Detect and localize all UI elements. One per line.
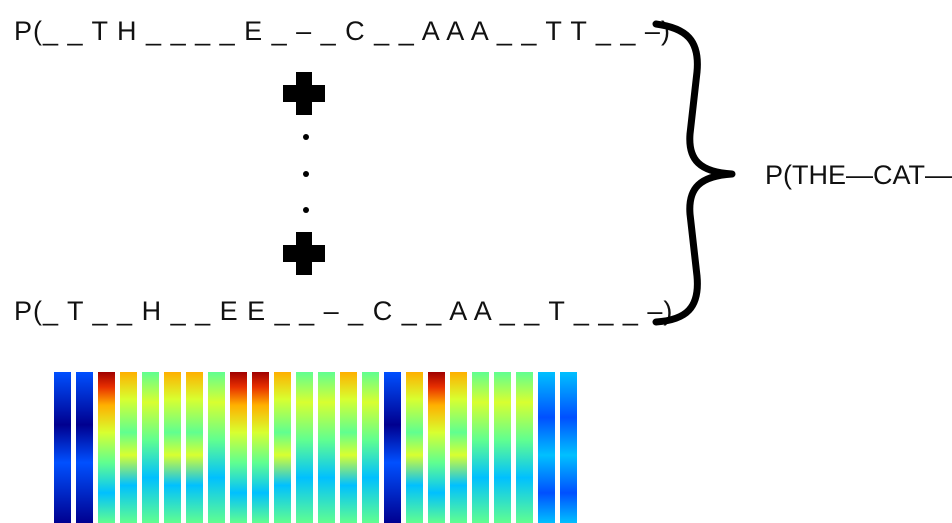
spectrogram-frame bbox=[516, 372, 533, 523]
spectrogram-frame bbox=[450, 372, 467, 523]
plus-icon bbox=[283, 232, 325, 275]
spectrogram-frame bbox=[120, 372, 137, 523]
spectrogram-frame bbox=[186, 372, 203, 523]
spectrogram-frame bbox=[384, 372, 401, 523]
result-probability: P(THE—CAT—) bbox=[765, 160, 952, 190]
spectrogram-frame bbox=[274, 372, 291, 523]
top-alignment-path: P(_ _ T H _ _ _ _ E _ – _ C _ _ A A A _ … bbox=[14, 16, 671, 46]
plus-icon bbox=[283, 72, 325, 115]
spectrogram-frame bbox=[252, 372, 269, 523]
spectrogram-frame bbox=[98, 372, 115, 523]
spectrogram-frame bbox=[164, 372, 181, 523]
spectrogram-frame bbox=[318, 372, 335, 523]
spectrogram-frame bbox=[494, 372, 511, 523]
spectrogram-frame bbox=[340, 372, 357, 523]
right-curly-brace-icon bbox=[652, 20, 736, 326]
spectrogram-frame bbox=[560, 372, 577, 523]
spectrogram-frame bbox=[296, 372, 313, 523]
spectrogram-frame bbox=[428, 372, 445, 523]
spectrogram-frame bbox=[208, 372, 225, 523]
spectrogram-frame bbox=[76, 372, 93, 523]
audio-spectrogram bbox=[54, 372, 590, 523]
vertical-ellipsis-icon bbox=[303, 134, 309, 213]
spectrogram-frame bbox=[142, 372, 159, 523]
spectrogram-frame bbox=[230, 372, 247, 523]
spectrogram-frame bbox=[54, 372, 71, 523]
spectrogram-frame bbox=[362, 372, 379, 523]
spectrogram-frame bbox=[406, 372, 423, 523]
spectrogram-frame bbox=[472, 372, 489, 523]
spectrogram-frame bbox=[538, 372, 555, 523]
